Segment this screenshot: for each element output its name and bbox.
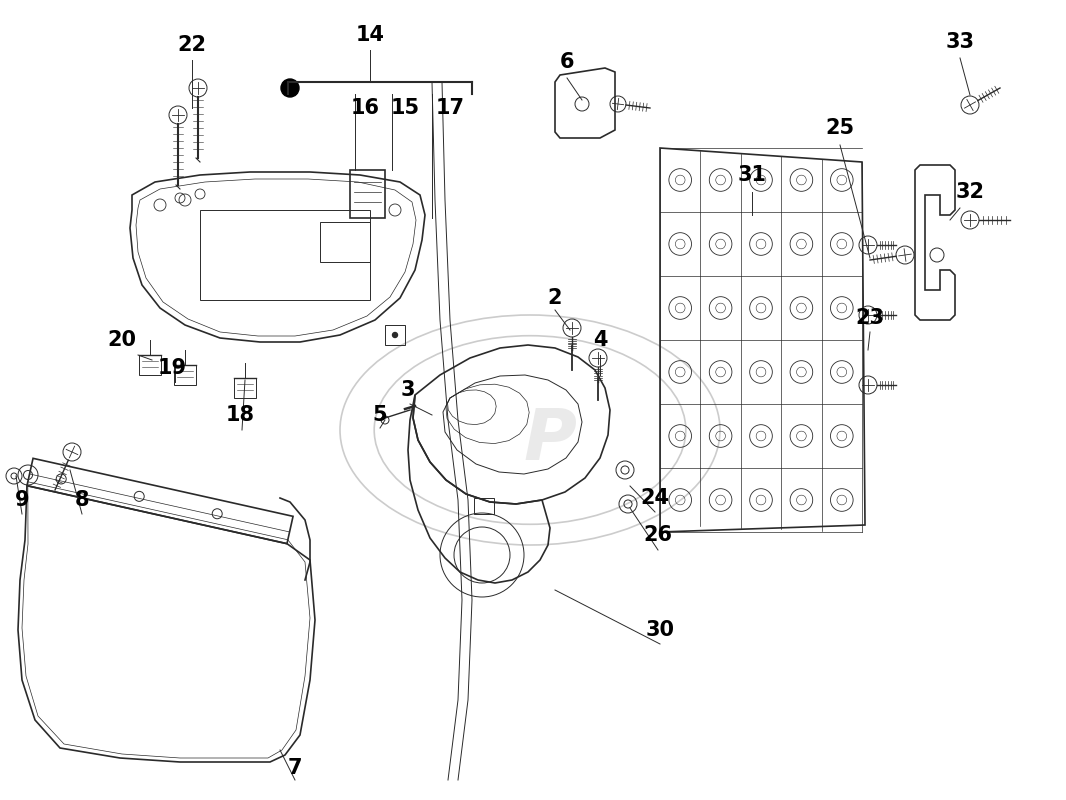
Text: 14: 14 [355,25,385,45]
Text: 3: 3 [401,380,416,400]
Text: 7: 7 [288,758,303,778]
Text: 18: 18 [226,405,255,425]
Text: 26: 26 [644,525,673,545]
Text: P: P [523,406,577,474]
Text: 32: 32 [955,182,985,202]
Text: 24: 24 [641,488,669,508]
Text: 33: 33 [946,32,974,52]
Text: 9: 9 [15,490,29,510]
Circle shape [392,333,398,338]
Text: 16: 16 [351,98,379,118]
Text: 31: 31 [738,165,766,185]
Text: 17: 17 [436,98,465,118]
Text: 20: 20 [108,330,136,350]
Text: 8: 8 [75,490,90,510]
Text: 6: 6 [560,52,575,72]
Circle shape [281,79,298,97]
Text: 4: 4 [593,330,608,350]
Text: 23: 23 [856,308,885,328]
Text: 22: 22 [178,35,207,55]
Text: 2: 2 [548,288,562,308]
Text: 15: 15 [390,98,420,118]
Text: 5: 5 [373,405,387,425]
Text: 19: 19 [158,358,187,378]
Text: 30: 30 [646,620,675,640]
Text: 25: 25 [825,118,855,138]
